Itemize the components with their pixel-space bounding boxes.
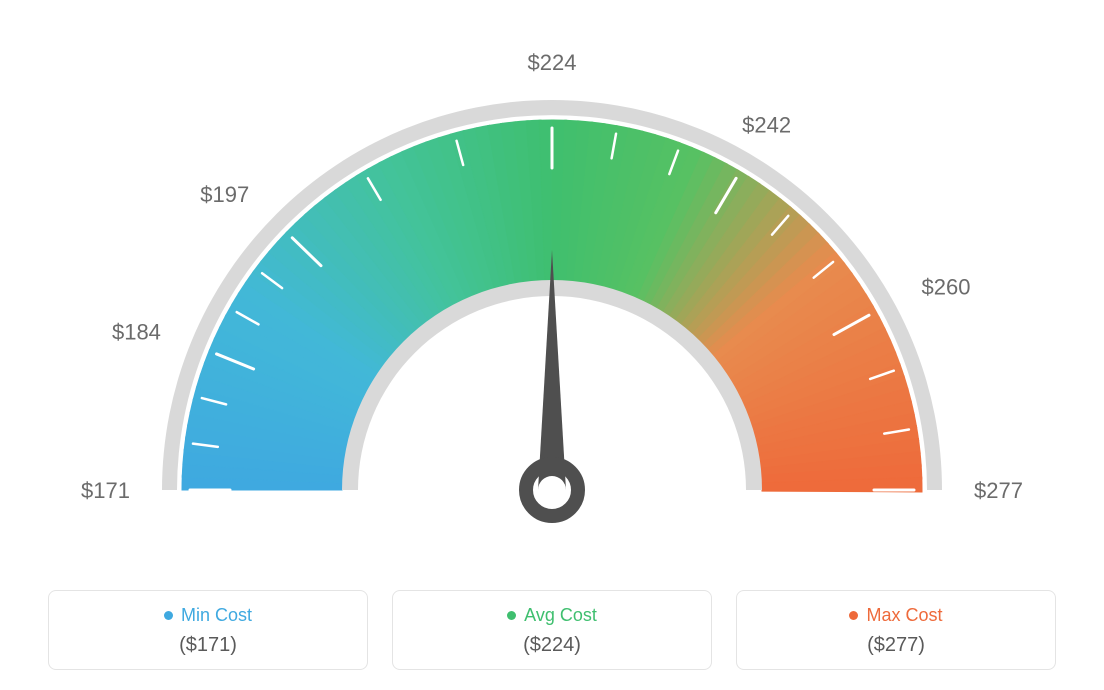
dot-icon xyxy=(164,611,173,620)
svg-text:$224: $224 xyxy=(528,50,577,75)
legend-max-value: ($277) xyxy=(747,634,1045,657)
legend-max-card: Max Cost ($277) xyxy=(736,590,1056,670)
legend-avg-value: ($224) xyxy=(403,634,701,657)
legend-avg-top: Avg Cost xyxy=(403,605,701,626)
legend-max-top: Max Cost xyxy=(747,605,1045,626)
gauge-svg: $171 $184 $197 $224 $242 $260 $277 xyxy=(0,0,1104,580)
legend-min-top: Min Cost xyxy=(59,605,357,626)
legend-avg-card: Avg Cost ($224) xyxy=(392,590,712,670)
legend-avg-label: Avg Cost xyxy=(524,605,597,626)
legend-row: Min Cost ($171) Avg Cost ($224) Max Cost… xyxy=(0,590,1104,670)
svg-text:$171: $171 xyxy=(81,478,130,503)
cost-gauge: $171 $184 $197 $224 $242 $260 $277 xyxy=(0,0,1104,580)
svg-text:$242: $242 xyxy=(742,113,791,138)
svg-text:$277: $277 xyxy=(974,478,1023,503)
svg-text:$260: $260 xyxy=(922,274,971,299)
svg-text:$184: $184 xyxy=(112,319,161,344)
legend-min-card: Min Cost ($171) xyxy=(48,590,368,670)
legend-min-value: ($171) xyxy=(59,634,357,657)
legend-max-label: Max Cost xyxy=(866,605,942,626)
dot-icon xyxy=(849,611,858,620)
dot-icon xyxy=(507,611,516,620)
svg-text:$197: $197 xyxy=(200,182,249,207)
legend-min-label: Min Cost xyxy=(181,605,252,626)
